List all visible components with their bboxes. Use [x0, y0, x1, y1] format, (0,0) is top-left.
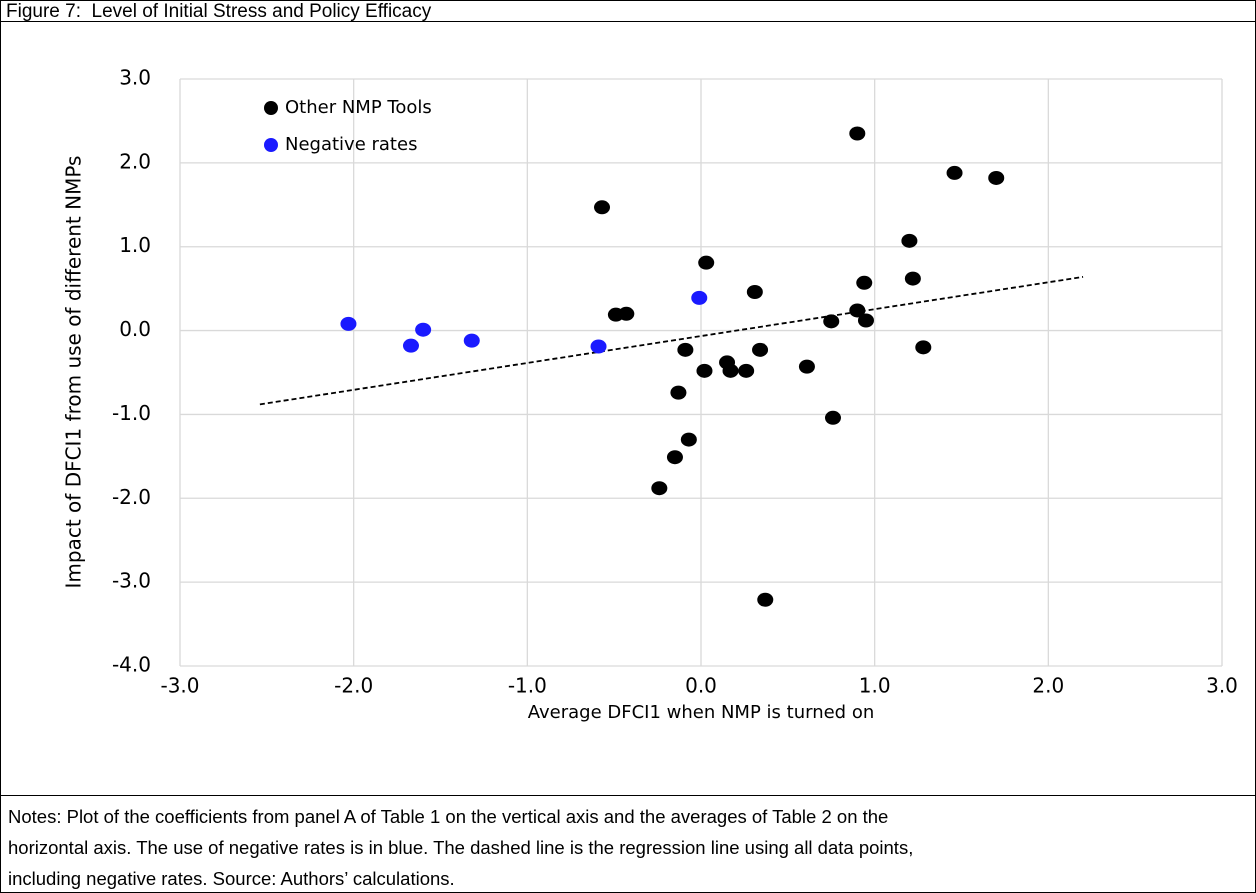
scatter-point	[594, 200, 611, 215]
x-axis-label: Average DFCI1 when NMP is turned on	[528, 702, 875, 723]
y-tick-label: -2.0	[112, 485, 151, 509]
scatter-point	[915, 340, 932, 355]
scatter-point	[849, 126, 866, 141]
scatter-point	[651, 481, 668, 496]
scatter-point	[680, 432, 697, 447]
scatter-point	[856, 275, 873, 290]
scatter-point	[901, 233, 918, 248]
legend-marker	[264, 101, 278, 115]
scatter-point	[340, 316, 357, 331]
scatter-point	[823, 314, 840, 329]
scatter-point	[463, 333, 480, 348]
scatter-point	[666, 450, 683, 465]
y-tick-label: 0.0	[119, 317, 151, 341]
scatter-point	[415, 322, 432, 337]
note-line: horizontal axis. The use of negative rat…	[8, 837, 913, 858]
x-tick-label: -3.0	[160, 674, 199, 698]
x-tick-label: -1.0	[508, 674, 547, 698]
scatter-point	[752, 342, 769, 357]
scatter-point	[988, 170, 1005, 185]
scatter-point	[677, 342, 694, 357]
scatter-point	[746, 284, 763, 299]
scatter-point	[691, 290, 708, 305]
scatter-point	[824, 410, 841, 425]
legend-label: Other NMP Tools	[285, 97, 432, 118]
scatter-point	[722, 363, 739, 378]
y-tick-label: 1.0	[119, 233, 151, 257]
note-line: including negative rates. Source: Author…	[8, 868, 455, 889]
legend-marker	[264, 138, 278, 152]
note-line: Notes: Plot of the coefficients from pan…	[8, 806, 888, 827]
legend-label: Negative rates	[285, 134, 417, 155]
scatter-point	[670, 385, 687, 400]
trend-line	[259, 276, 1084, 406]
chart-title: Figure 7: Level of Initial Stress and Po…	[6, 1, 432, 22]
y-tick-label: -1.0	[112, 401, 151, 425]
scatter-point	[698, 255, 715, 270]
scatter-point	[798, 359, 815, 374]
y-tick-label: -3.0	[112, 569, 151, 593]
x-tick-label: -2.0	[334, 674, 373, 698]
y-tick-label: 3.0	[119, 66, 151, 90]
scatter-point	[946, 165, 963, 180]
scatter-point	[618, 306, 635, 321]
scatter-point	[849, 303, 866, 318]
scatter-point	[402, 338, 419, 353]
x-tick-label: 0.0	[685, 674, 717, 698]
scatter-point	[857, 313, 874, 328]
y-tick-label: 2.0	[119, 149, 151, 173]
scatter-point	[904, 271, 921, 286]
y-tick-label: -4.0	[112, 653, 151, 677]
scatter-point	[757, 592, 774, 607]
y-axis-label: Impact of DFCI1 from use of different NM…	[62, 156, 86, 589]
scatter-point	[590, 339, 607, 354]
scatter-point	[696, 363, 713, 378]
x-tick-label: 3.0	[1206, 674, 1238, 698]
x-tick-label: 1.0	[859, 674, 891, 698]
scatter-point	[738, 363, 755, 378]
x-tick-label: 2.0	[1032, 674, 1064, 698]
